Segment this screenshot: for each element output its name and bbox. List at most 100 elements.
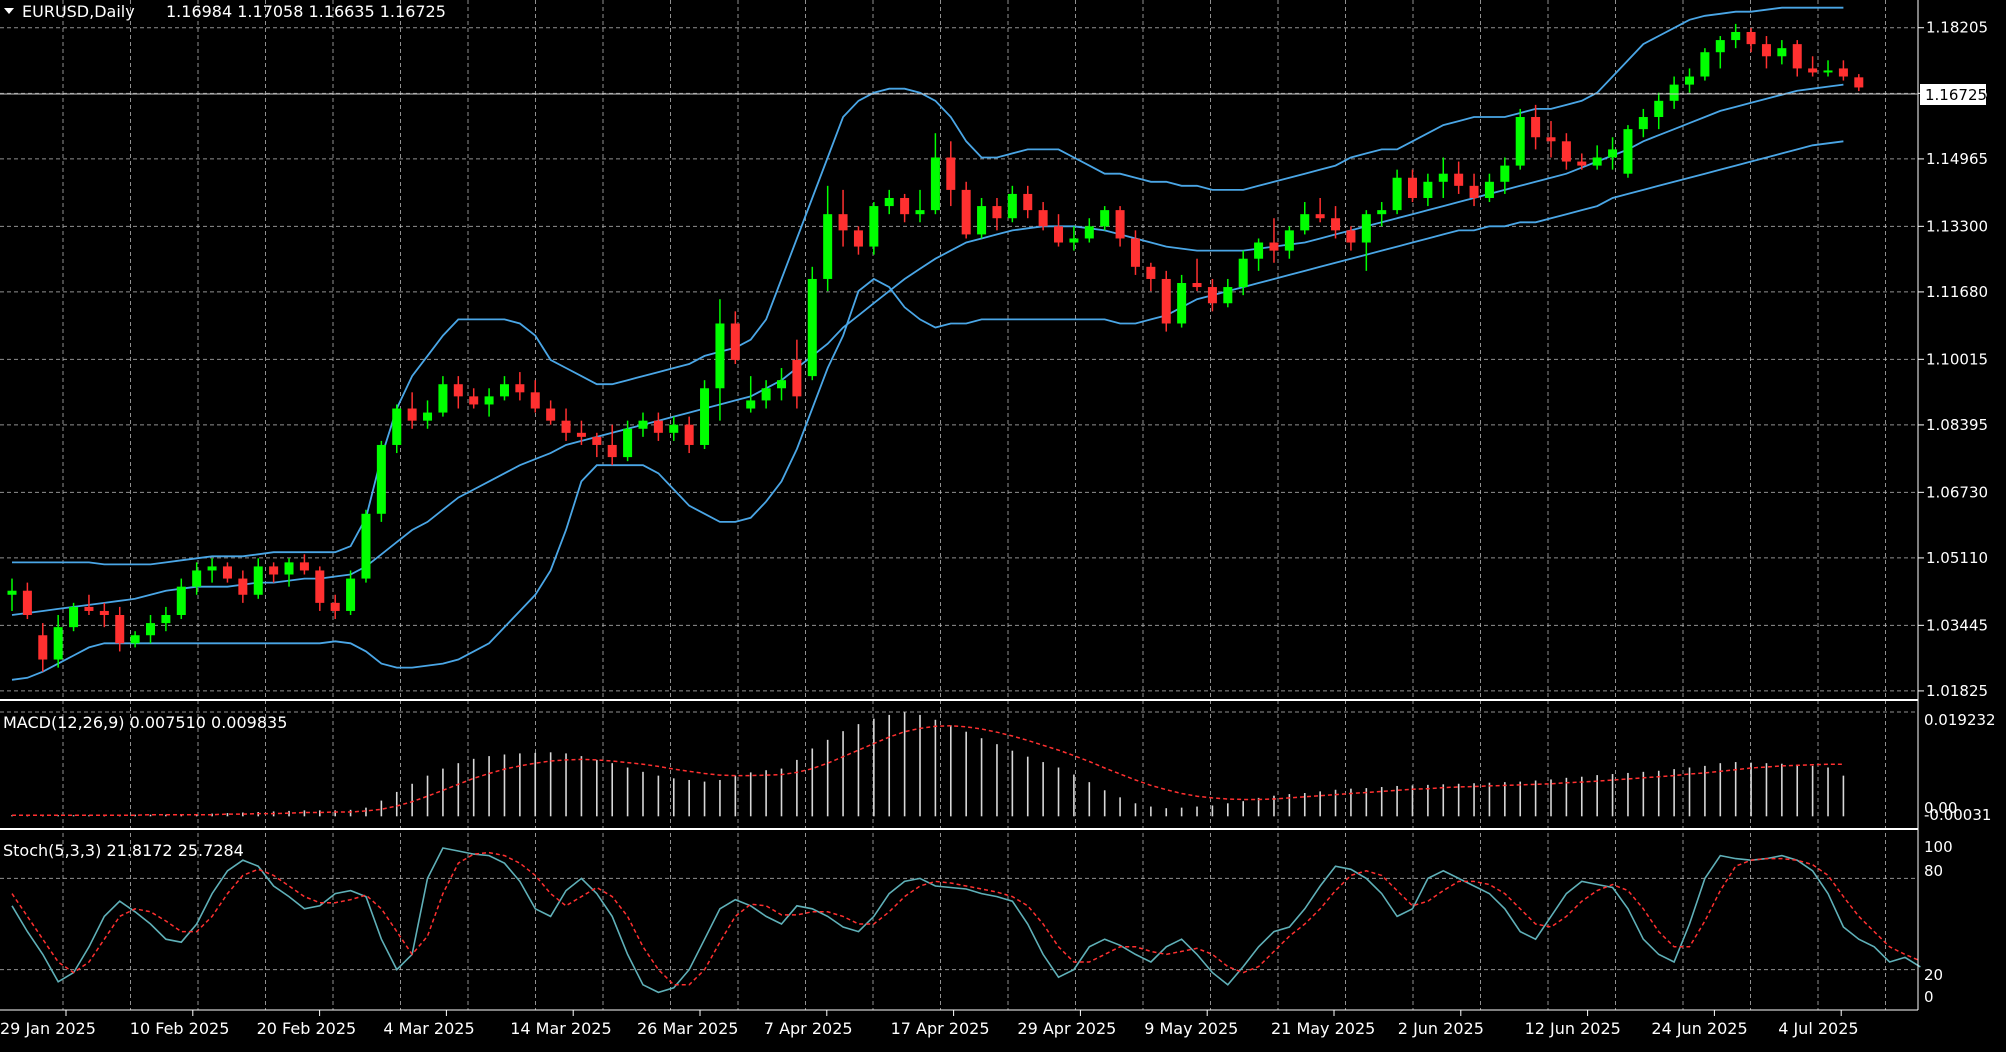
candle-bull <box>777 380 786 389</box>
candle-bear <box>1746 31 1756 45</box>
candle-bear <box>453 384 463 397</box>
time-tick-label: 10 Feb 2025 <box>130 1019 230 1038</box>
candle-bull <box>1608 149 1618 158</box>
candle-bear <box>115 615 125 644</box>
candle-bear <box>546 408 556 421</box>
candle-bear <box>1331 218 1341 231</box>
time-tick-label: 4 Jul 2025 <box>1778 1019 1858 1038</box>
candle-bull <box>1700 52 1710 77</box>
candle-bull <box>1638 117 1648 130</box>
candle-bull <box>392 408 402 445</box>
candle-bull <box>284 562 294 575</box>
candle-bear <box>1792 44 1802 69</box>
candle-bear <box>992 206 1002 219</box>
candle-bull <box>823 214 833 279</box>
candle-bear <box>653 420 663 433</box>
macd-scale-top: 0.019232 <box>1924 711 1996 729</box>
candle-bear <box>407 408 417 421</box>
candle-bull <box>376 444 386 514</box>
candle-bear <box>315 570 325 603</box>
ohlc-values: 1.16984 1.17058 1.16635 1.16725 <box>166 2 446 21</box>
candle-bear <box>1146 266 1156 279</box>
time-axis: 29 Jan 2025 10 Feb 2025 20 Feb 2025 4 Mar 2… <box>0 1010 1859 1038</box>
candle-bull <box>53 627 63 660</box>
macd-plot <box>11 712 1845 817</box>
macd-signal-line <box>12 724 1844 816</box>
candle-bull <box>1500 165 1510 182</box>
time-tick-label: 17 Apr 2025 <box>891 1019 990 1038</box>
candle-bull <box>1438 173 1448 182</box>
candle-bull <box>346 578 356 611</box>
candle-bull <box>1484 181 1494 198</box>
price-tick-label: 1.18205 <box>1926 19 1988 37</box>
candle-bear <box>1130 238 1140 267</box>
candle-bull <box>1254 242 1264 259</box>
price-axis: 1.182051.165851.149651.133001.116801.100… <box>1918 19 1988 700</box>
time-tick-label: 29 Apr 2025 <box>1017 1019 1116 1038</box>
time-tick-label: 21 May 2025 <box>1271 1019 1375 1038</box>
stoch-main-line <box>11 847 1921 994</box>
candle-bear <box>530 392 540 409</box>
candle-bear <box>684 424 694 445</box>
time-tick-label: 4 Mar 2025 <box>383 1019 474 1038</box>
candle-bear <box>853 230 863 247</box>
candle-bear <box>1023 193 1033 211</box>
candle-bear <box>22 590 32 616</box>
price-tick-label: 1.01825 <box>1926 682 1988 700</box>
price-tick-label: 1.06730 <box>1926 483 1988 501</box>
candle-bear <box>1161 278 1171 324</box>
candle-bear <box>1454 173 1464 186</box>
candle-bull <box>1777 48 1787 57</box>
candle-bull <box>746 400 756 409</box>
time-tick-label: 9 May 2025 <box>1144 1019 1238 1038</box>
candle-bull <box>361 513 371 579</box>
candle-bull <box>484 396 494 405</box>
candle-bull <box>253 566 263 595</box>
candle-bull <box>1623 129 1633 174</box>
candle-bull <box>930 157 940 211</box>
candle-bear <box>1054 226 1064 243</box>
price-tick-label: 1.14965 <box>1926 150 1988 168</box>
time-tick-label: 7 Apr 2025 <box>764 1019 853 1038</box>
candle-bear <box>99 610 109 616</box>
symbol-label[interactable]: EURUSD,Daily <box>22 2 135 21</box>
candle-bull <box>1515 117 1525 166</box>
candle-bull <box>1592 157 1602 166</box>
grid-lines <box>0 0 1918 1010</box>
candle-bear <box>592 436 602 445</box>
candle-bull <box>1284 230 1294 251</box>
candle-bear <box>269 566 279 575</box>
stoch-signal-line <box>11 851 1921 986</box>
candle-bull <box>1069 238 1079 243</box>
current-price-text: 1.16725 <box>1925 86 1987 104</box>
candle-bull <box>1731 31 1741 41</box>
macd-scale-bottom: -0.00031 <box>1924 806 1991 824</box>
candle-bull <box>1177 283 1187 324</box>
candle-bear <box>1346 230 1356 243</box>
candle-bull <box>7 590 17 595</box>
price-tick-label: 1.05110 <box>1926 549 1988 567</box>
candle-bear <box>1115 210 1125 239</box>
candle-bull <box>1361 214 1371 243</box>
price-tick-label: 1.03445 <box>1926 616 1988 634</box>
candle-bull <box>130 635 140 644</box>
price-tick-label: 1.13300 <box>1926 217 1988 235</box>
macd-scale-zero: 0.00 <box>1924 799 1957 817</box>
candle-bear <box>1761 44 1771 57</box>
candle-bull <box>915 210 925 215</box>
candle-bull <box>207 566 217 571</box>
candle-bull <box>1392 177 1402 211</box>
candle-bull <box>1715 40 1725 53</box>
candle-bear <box>1315 214 1325 219</box>
candle-bear <box>330 602 340 611</box>
time-tick-label: 2 Jun 2025 <box>1398 1019 1484 1038</box>
candle-bull <box>715 323 725 389</box>
candle-bear <box>1546 137 1556 142</box>
stoch-label[interactable]: Stoch(5,3,3) 21.8172 25.7284 <box>3 841 244 860</box>
macd-label[interactable]: MACD(12,26,9) 0.007510 0.009835 <box>3 713 287 732</box>
candle-bull <box>869 206 879 247</box>
dropdown-triangle-icon[interactable] <box>4 8 14 14</box>
candle-bear <box>299 562 309 571</box>
